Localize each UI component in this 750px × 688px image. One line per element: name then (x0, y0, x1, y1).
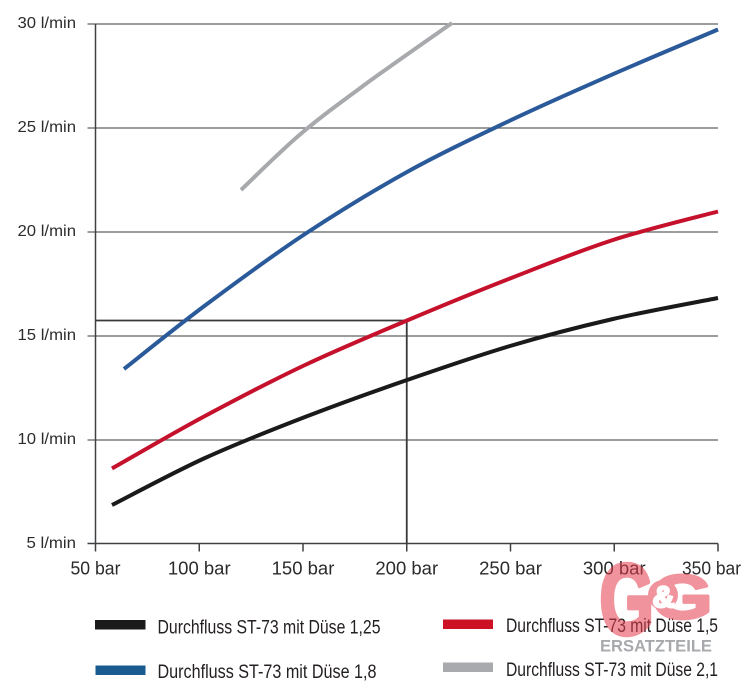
svg-text:15 l/min: 15 l/min (18, 327, 77, 344)
svg-text:ERSATZTEILE: ERSATZTEILE (600, 637, 712, 656)
svg-text:200 bar: 200 bar (375, 558, 438, 579)
svg-text:300 bar: 300 bar (583, 558, 646, 579)
svg-text:G: G (652, 562, 713, 631)
svg-text:Durchfluss ST-73 mit Düse 2,1: Durchfluss ST-73 mit Düse 2,1 (506, 659, 718, 681)
svg-text:20 l/min: 20 l/min (18, 223, 77, 240)
svg-text:100 bar: 100 bar (168, 558, 231, 579)
svg-text:250 bar: 250 bar (479, 558, 542, 579)
svg-text:150 bar: 150 bar (272, 558, 335, 579)
svg-text:25 l/min: 25 l/min (18, 119, 77, 136)
svg-text:&: & (653, 581, 675, 614)
svg-text:350 bar: 350 bar (682, 558, 741, 579)
svg-text:5 l/min: 5 l/min (27, 535, 77, 552)
svg-text:Durchfluss ST-73 mit Düse 1,8: Durchfluss ST-73 mit Düse 1,8 (158, 661, 377, 683)
svg-text:Durchfluss ST-73 mit Düse 1,5: Durchfluss ST-73 mit Düse 1,5 (506, 615, 718, 637)
svg-text:50 bar: 50 bar (71, 558, 121, 579)
svg-text:Durchfluss ST-73 mit Düse 1,25: Durchfluss ST-73 mit Düse 1,25 (158, 617, 381, 639)
svg-text:10 l/min: 10 l/min (18, 431, 77, 448)
svg-text:G: G (600, 545, 654, 656)
svg-text:30 l/min: 30 l/min (18, 15, 77, 32)
